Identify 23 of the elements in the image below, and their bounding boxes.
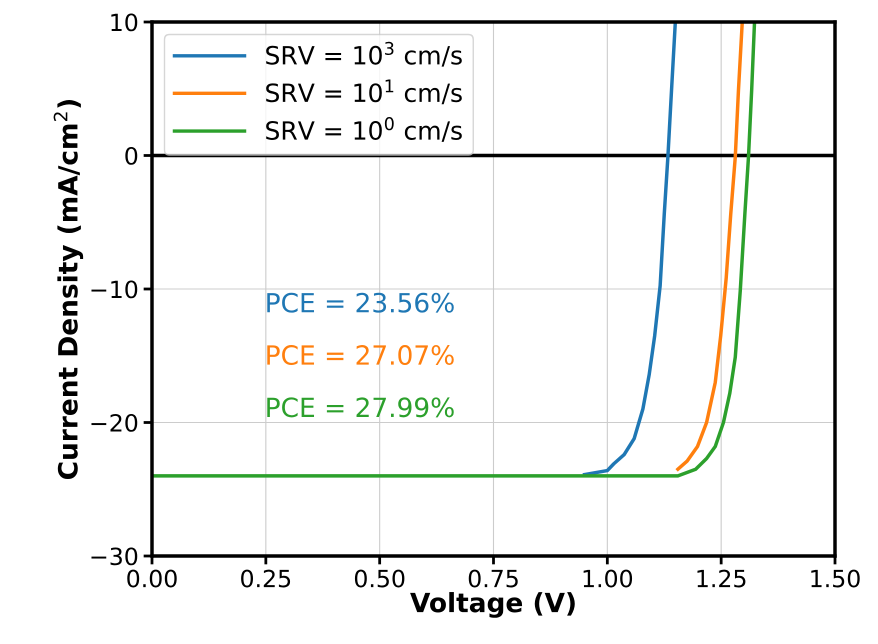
line-series bbox=[676, 22, 744, 471]
line-series bbox=[582, 22, 677, 476]
y-tick-label: −30 bbox=[91, 547, 138, 566]
y-tick-label: 10 bbox=[111, 13, 138, 32]
y-tick-label: −20 bbox=[91, 414, 138, 432]
legend-label: SRV = 10$^{0}$ cm/s bbox=[266, 117, 462, 142]
y-tick-label: −10 bbox=[91, 280, 138, 298]
annotation: PCE = 27.99% bbox=[267, 397, 454, 418]
x-tick-label: 0.00 bbox=[127, 570, 177, 588]
annotation: PCE = 23.56% bbox=[267, 292, 454, 313]
x-tick-label: 0.50 bbox=[354, 570, 404, 588]
x-tick-label: 1.00 bbox=[584, 570, 632, 588]
x-tick-label: 0.75 bbox=[468, 570, 518, 588]
x-tick-label: 0.25 bbox=[241, 570, 290, 588]
legend-label: SRV = 10$^{3}$ cm/s bbox=[266, 42, 462, 67]
y-axis-title: Current Density (mA/cm$^{2}$) bbox=[54, 100, 84, 480]
line-series bbox=[152, 22, 756, 478]
x-tick-label: 1.25 bbox=[697, 570, 746, 588]
legend-label: SRV = 10$^{1}$ cm/s bbox=[266, 80, 462, 104]
annotation: PCE = 27.07% bbox=[267, 345, 454, 366]
x-axis-title: Voltage (V) bbox=[410, 592, 575, 618]
x-tick-label: 1.50 bbox=[811, 570, 860, 588]
y-tick-label: 0 bbox=[125, 146, 138, 165]
